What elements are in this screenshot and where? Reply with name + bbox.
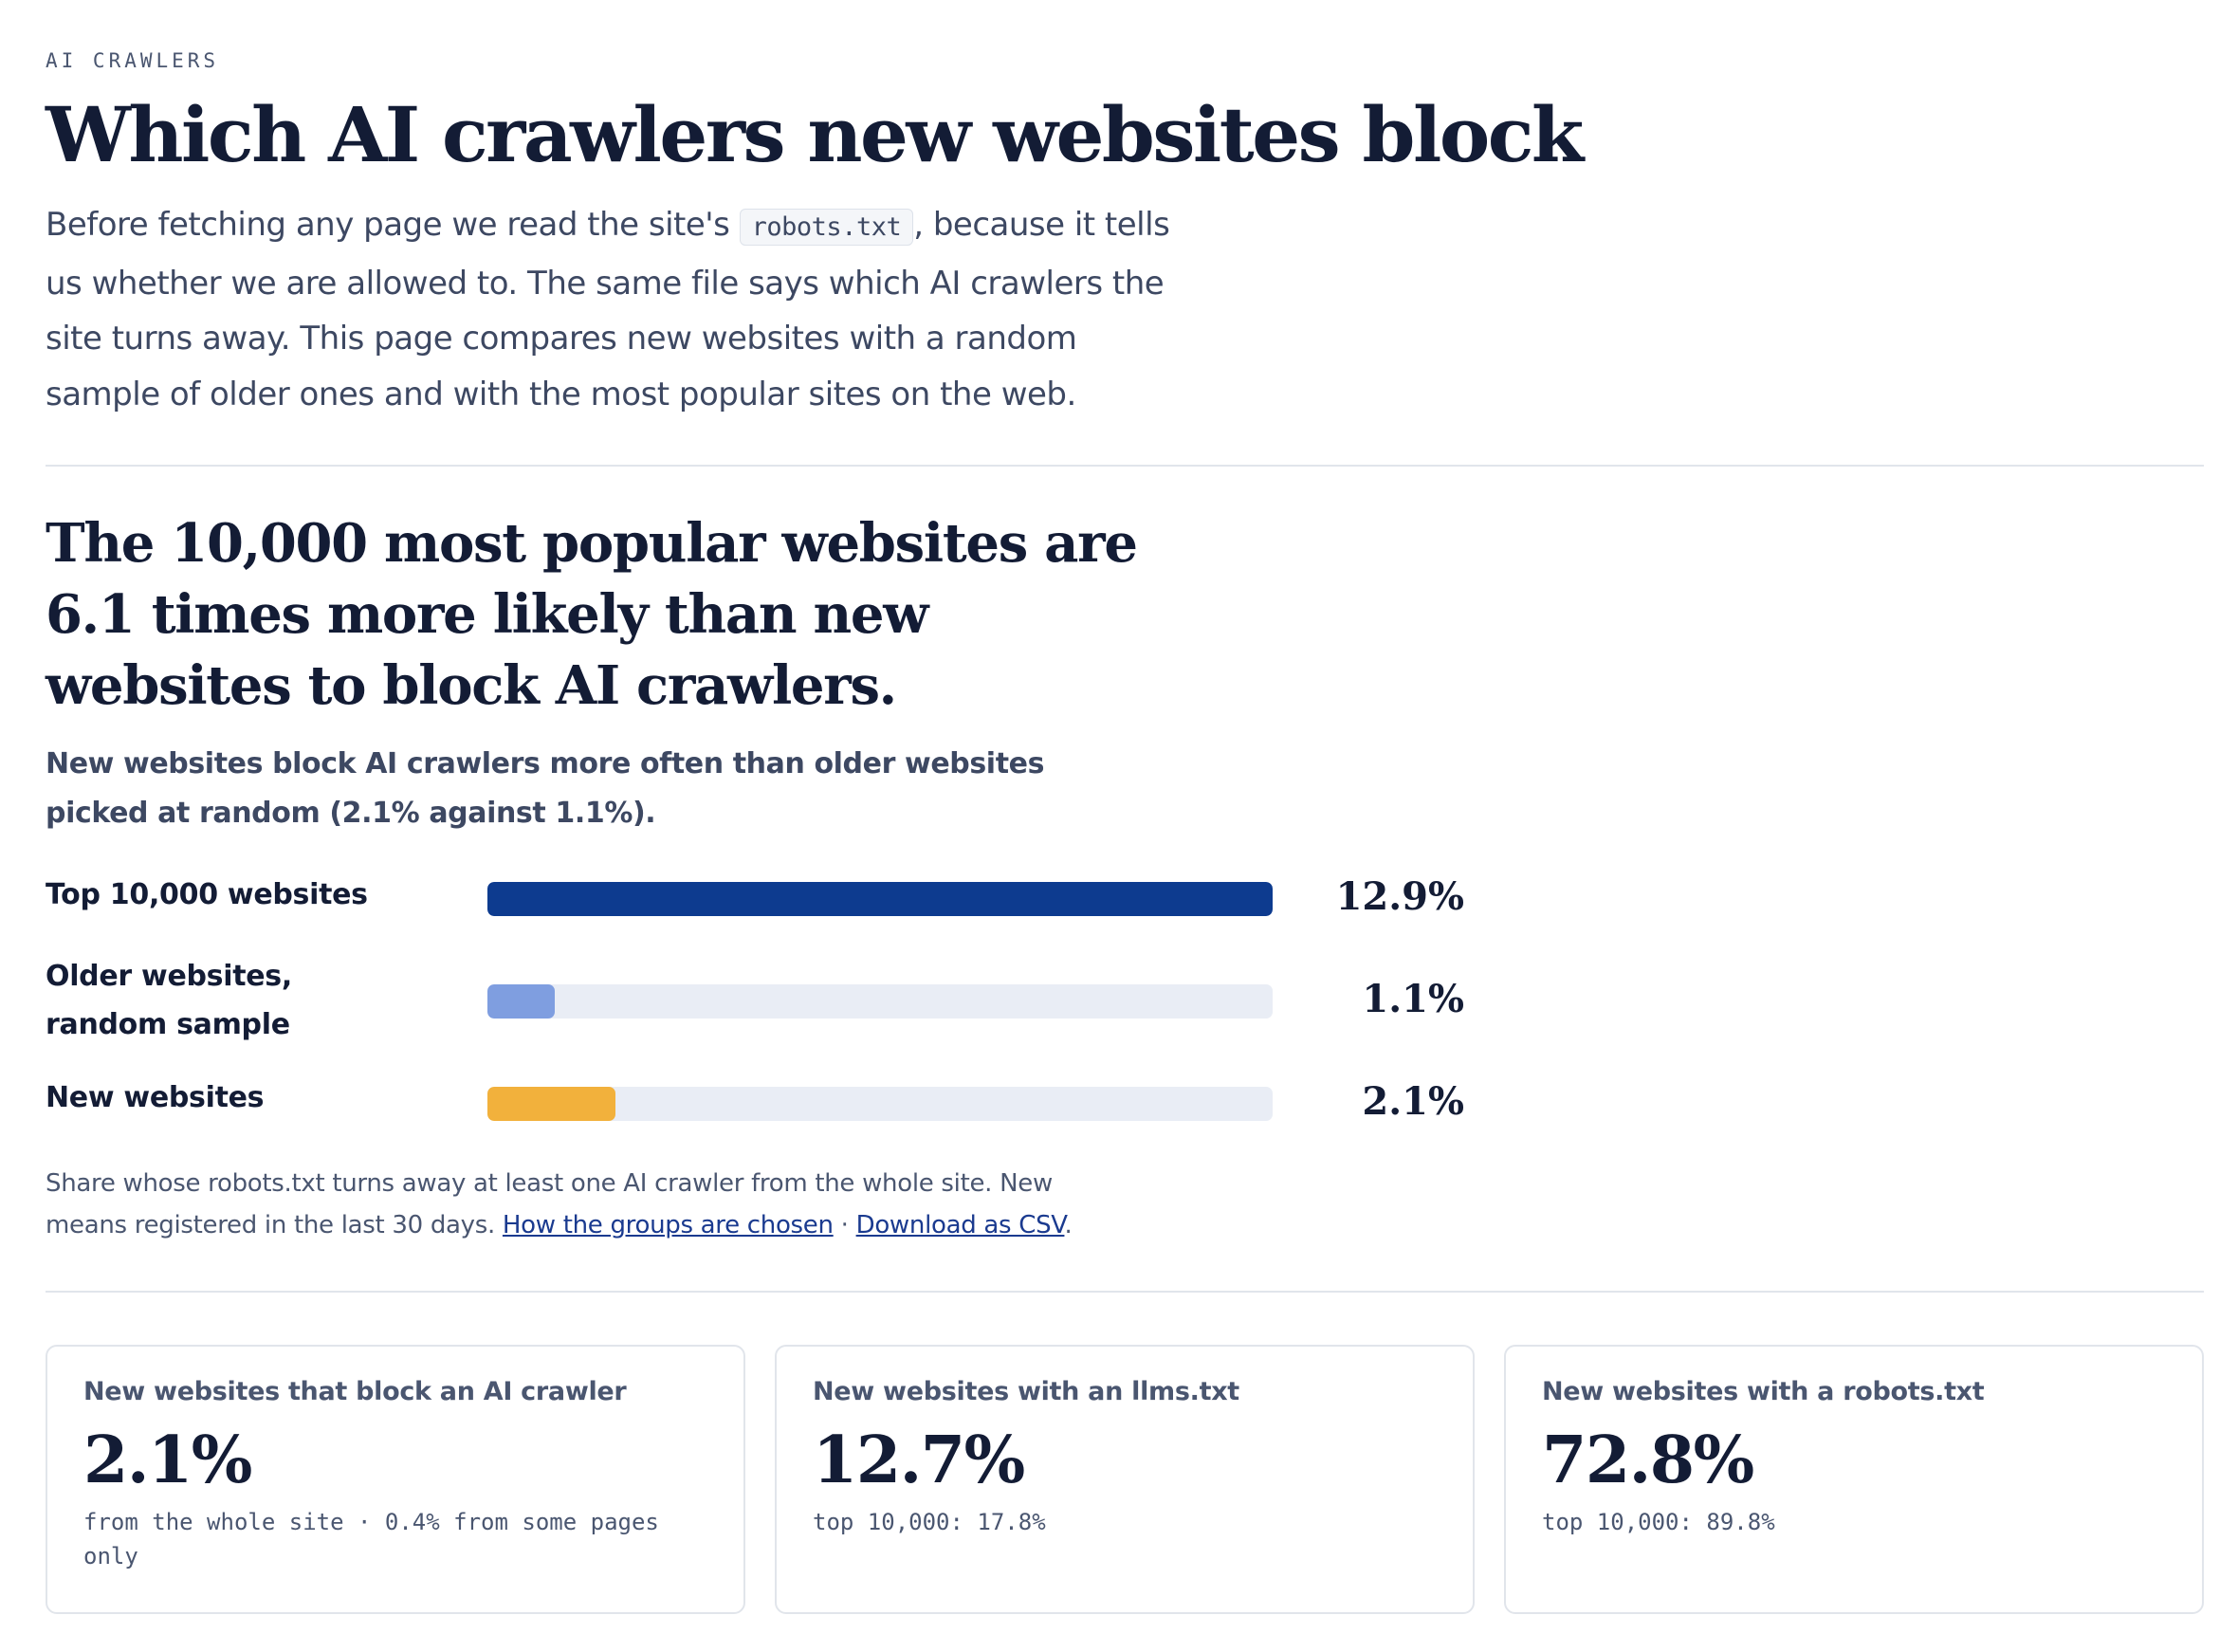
divider <box>46 1291 2204 1293</box>
stat-card-value: 12.7% <box>813 1423 1025 1498</box>
stat-cards: New websites that block an AI crawler 2.… <box>46 1345 2204 1614</box>
footnote-end: . <box>1064 1211 1073 1239</box>
intro-text-end: , because it tells us whether we are all… <box>46 206 1170 413</box>
stat-card-label: New websites that block an AI crawler <box>83 1377 627 1406</box>
bar <box>487 984 555 1019</box>
bar-value-label: 1.1% <box>1362 977 1464 1021</box>
stat-card-note: from the whole site · 0.4% from some pag… <box>83 1509 659 1570</box>
finding-subhead: New websites block AI crawlers more ofte… <box>46 747 1045 830</box>
link-separator: · <box>833 1211 856 1239</box>
bar-track <box>487 984 1273 1019</box>
bar-label: Older websites, random sample <box>46 960 292 1041</box>
stat-card-label: New websites with an llms.txt <box>813 1377 1239 1406</box>
bar-track <box>487 882 1273 916</box>
stat-card-robots: New websites with a robots.txt 72.8% top… <box>1504 1345 2204 1614</box>
page-title: Which AI crawlers new websites block <box>46 90 1584 179</box>
intro-paragraph: Before fetching any page we read the sit… <box>46 197 1183 422</box>
footnote-text: Share whose robots.txt turns away at lea… <box>46 1169 1053 1239</box>
intro-text-start: Before fetching any page we read the sit… <box>46 206 740 244</box>
stat-card-value: 72.8% <box>1542 1423 1754 1498</box>
bar <box>487 882 1273 916</box>
stat-card-value: 2.1% <box>83 1423 252 1498</box>
bar-label: Top 10,000 websites <box>46 878 368 911</box>
groups-method-link[interactable]: How the groups are chosen <box>502 1211 834 1239</box>
stat-card-label: New websites with a robots.txt <box>1542 1377 1985 1406</box>
chart-footnote: Share whose robots.txt turns away at lea… <box>46 1163 1089 1246</box>
stat-card-note: top 10,000: 17.8% <box>813 1509 1046 1536</box>
bar-track <box>487 1087 1273 1121</box>
section-eyebrow: AI CRAWLERS <box>46 49 220 72</box>
bar-value-label: 2.1% <box>1362 1079 1464 1124</box>
stat-card-llms: New websites with an llms.txt 12.7% top … <box>775 1345 1475 1614</box>
divider <box>46 465 2204 467</box>
stat-card-note: top 10,000: 89.8% <box>1542 1509 1775 1536</box>
bar-label: New websites <box>46 1081 265 1114</box>
bar <box>487 1087 615 1121</box>
bar-value-label: 12.9% <box>1335 874 1464 919</box>
stat-card-block: New websites that block an AI crawler 2.… <box>46 1345 745 1614</box>
download-csv-link[interactable]: Download as CSV <box>855 1211 1065 1239</box>
robots-code-snippet: robots.txt <box>739 209 914 246</box>
finding-headline: The 10,000 most popular websites are 6.1… <box>46 512 1138 717</box>
